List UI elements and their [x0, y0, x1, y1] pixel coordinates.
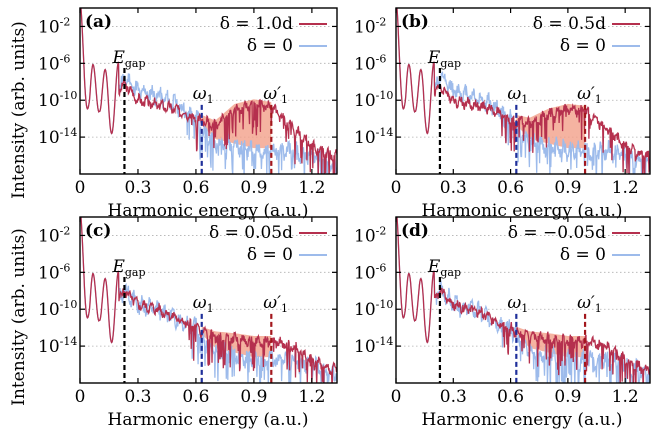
y-tick-label: 10-10 [38, 298, 77, 320]
y-tick-label: 10-2 [354, 15, 386, 37]
omega1-label: ω1 [507, 84, 528, 106]
y-tick-label: 10-6 [354, 261, 386, 283]
legend-label-delta: δ = 0.05d [209, 223, 293, 243]
x-tick-label: 0.9 [240, 387, 267, 407]
x-tick-label: 0.6 [182, 387, 209, 407]
x-axis-title-c: Harmonic energy (a.u.) [108, 410, 309, 430]
x-tick-label: 0.3 [124, 178, 151, 198]
axes-frame [395, 7, 651, 175]
y-tick-label: 10-6 [38, 261, 70, 283]
y-tick-label: 10-14 [354, 335, 393, 357]
series-line-delta-zero [396, 8, 650, 174]
y-tick-label: 10-10 [354, 298, 393, 320]
y-tick-label: 10-2 [38, 15, 70, 37]
legend-label-delta: δ = −0.05d [508, 223, 606, 243]
omega1p-label: ω′1 [263, 84, 288, 106]
egap-label: Egap [427, 257, 461, 279]
axes-frame [395, 216, 651, 384]
series-line-delta [396, 217, 650, 383]
x-tick-label: 0.3 [440, 178, 467, 198]
x-tick-label: 0 [391, 387, 402, 407]
panel-d: Egap ω1 ω′1 0 0.3 0.6 0.9 1.2 10-2 10-6 10-10 10-14… [354, 216, 651, 407]
x-tick-label: 0 [75, 178, 86, 198]
omega1-label: ω1 [193, 293, 214, 315]
omega1-label: ω1 [193, 84, 214, 106]
omega1p-label: ω′1 [577, 84, 602, 106]
omega1p-label: ω′1 [263, 293, 288, 315]
x-axis-title-d: Harmonic energy (a.u.) [422, 410, 623, 430]
axes-frame [79, 216, 338, 384]
egap-label: Egap [111, 257, 145, 279]
omega1-label: ω1 [507, 293, 528, 315]
x-axis-title-b: Harmonic energy (a.u.) [422, 201, 623, 221]
egap-label: Egap [427, 48, 461, 70]
x-tick-label: 0.9 [554, 178, 581, 198]
panel-label: (c) [85, 221, 111, 241]
y-tick-label: 10-14 [38, 335, 77, 357]
legend-label-zero: δ = 0 [247, 36, 293, 56]
y-tick-label: 10-14 [38, 126, 77, 148]
legend-label-zero: δ = 0 [247, 245, 293, 265]
y-tick-label: 10-2 [38, 224, 70, 246]
axes-frame [79, 7, 338, 175]
panel-b: Egap ω1 ω′1 0 0.3 0.6 0.9 1.2 10-2 10-6 10-10 10-14… [354, 7, 651, 198]
y-tick-label: 10-2 [354, 224, 386, 246]
series-line-delta [80, 217, 337, 383]
x-tick-label: 0.9 [554, 387, 581, 407]
x-tick-label: 0.3 [440, 387, 467, 407]
series-line-delta [396, 8, 650, 174]
panel-c: Egap ω1 ω′1 0 0.3 0.6 0.9 1.2 10-2 10-6 10-10 10-14… [38, 216, 338, 407]
x-tick-label: 1.2 [298, 178, 325, 198]
x-tick-label: 0.6 [182, 178, 209, 198]
x-tick-label: 0.9 [240, 178, 267, 198]
y-tick-label: 10-6 [354, 52, 386, 74]
panel-a: Egap ω1 ω′1 0 0.3 0.6 0.9 1.2 10-2 10-6 10-10 10-14… [38, 7, 338, 198]
x-tick-label: 1.2 [298, 387, 325, 407]
series-line-delta-zero [80, 8, 337, 174]
x-tick-label: 0 [391, 178, 402, 198]
x-axis-title-a: Harmonic energy (a.u.) [108, 201, 309, 221]
y-axis-title-top: Intensity (arb. units) [9, 21, 29, 199]
legend-label-zero: δ = 0 [560, 36, 606, 56]
x-tick-label: 0.3 [124, 387, 151, 407]
panel-label: (d) [401, 221, 429, 241]
x-tick-label: 1.2 [612, 178, 639, 198]
y-tick-label: 10-6 [38, 52, 70, 74]
x-tick-label: 0 [75, 387, 86, 407]
legend-label-zero: δ = 0 [560, 245, 606, 265]
x-tick-label: 0.6 [497, 387, 524, 407]
y-tick-label: 10-10 [38, 89, 77, 111]
y-tick-label: 10-14 [354, 126, 393, 148]
legend-label-delta: δ = 0.5d [533, 14, 606, 34]
legend-label-delta: δ = 1.0d [220, 14, 293, 34]
egap-label: Egap [111, 48, 145, 70]
x-tick-label: 0.6 [497, 178, 524, 198]
y-tick-label: 10-10 [354, 89, 393, 111]
series-line-delta [80, 8, 337, 174]
omega1p-label: ω′1 [577, 293, 602, 315]
panel-label: (b) [401, 12, 429, 32]
y-axis-title-bottom: Intensity (arb. units) [9, 228, 29, 406]
panel-label: (a) [85, 12, 112, 32]
x-tick-label: 1.2 [612, 387, 639, 407]
